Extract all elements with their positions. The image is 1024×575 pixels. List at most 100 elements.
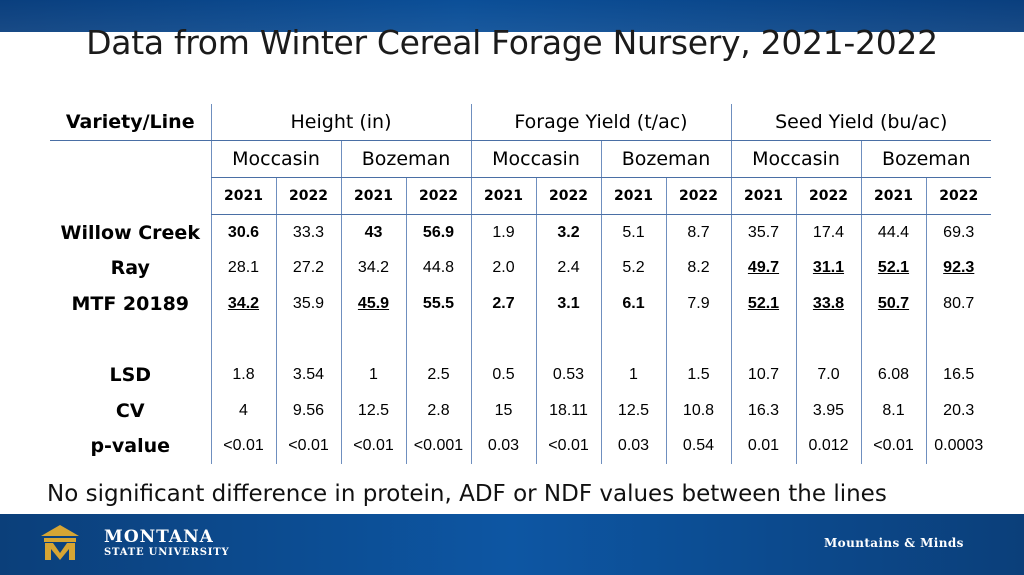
table-cell: 17.4 [795, 214, 861, 251]
table-cell-value: 56.9 [422, 223, 455, 241]
empty-cell [405, 321, 471, 358]
table-cell-value: 50.7 [877, 294, 910, 312]
table-cell-value: 33.3 [292, 223, 325, 241]
table-cell: 31.1 [795, 250, 861, 286]
footer-banner [0, 514, 1024, 575]
table-cell-value: 3.2 [557, 223, 580, 241]
table-cell-value: 44.4 [877, 223, 910, 241]
year-header: 2022 [535, 177, 601, 215]
table-cell: 7.9 [665, 286, 731, 322]
table-cell-value: 55.5 [422, 294, 455, 312]
table-row: MTF 20189 34.2 35.9 45.9 55.5 2.7 3.1 6.1 7.9 52.… [50, 286, 991, 322]
table-cell: 44.8 [405, 250, 471, 286]
logo-line-2: STATE UNIVERSITY [104, 547, 230, 558]
table-cell: 5.1 [600, 214, 666, 251]
empty-cell [470, 321, 536, 358]
table-cell-value: 27.2 [292, 259, 325, 277]
table-cell: 28.1 [210, 250, 276, 286]
table-cell-value: 8.7 [687, 223, 710, 241]
university-logo-text: MONTANA STATE UNIVERSITY [104, 528, 229, 559]
stats-cell: 15 [470, 393, 536, 429]
stats-cell: 20.3 [925, 393, 991, 429]
table-cell: 34.2 [340, 250, 406, 286]
empty-cell [340, 321, 406, 358]
table-cell: 49.7 [730, 250, 796, 286]
table-cell-value: 69.3 [943, 223, 975, 241]
table-cell: 56.9 [405, 214, 471, 251]
table-cell-value: 3.1 [557, 294, 580, 312]
stats-cell: 0.012 [795, 428, 861, 464]
year-header: 2022 [925, 177, 991, 215]
stats-cell: 1 [600, 357, 666, 393]
table-cell: 33.8 [795, 286, 861, 322]
stats-cell: 0.01 [730, 428, 796, 464]
stats-cell: 2.5 [405, 357, 471, 393]
footnote: No significant difference in protein, AD… [47, 481, 887, 507]
table-cell-value: 31.1 [812, 259, 845, 277]
location-header: Bozeman [600, 140, 731, 178]
table-cell: 8.7 [665, 214, 731, 251]
top-banner [0, 0, 1024, 32]
empty-cell [50, 141, 211, 178]
table-cell-value: 2.4 [557, 259, 580, 277]
table-cell-value: 17.4 [812, 223, 845, 241]
table-cell: 3.1 [535, 286, 601, 322]
empty-cell [50, 322, 211, 358]
group-header-seed-yield: Seed Yield (bu/ac) [730, 104, 991, 141]
tagline: Mountains & Minds [824, 536, 964, 550]
table-cell: 1.9 [470, 214, 536, 251]
stats-cell: 10.7 [730, 357, 796, 393]
stats-cell: 12.5 [600, 393, 666, 429]
stats-label: p-value [90, 435, 171, 458]
empty-cell [275, 321, 341, 358]
table-cell-value: 7.9 [687, 294, 710, 312]
stats-row: p-value <0.01 <0.01 <0.01 <0.001 0.03 <0.01 0.0… [50, 428, 991, 464]
empty-cell [860, 321, 926, 358]
row-label: MTF 20189 [71, 292, 190, 315]
slide-title: Data from Winter Cereal Forage Nursery, … [86, 23, 938, 62]
empty-cell [665, 321, 731, 358]
stats-cell: 1.5 [665, 357, 731, 393]
table-cell: 35.7 [730, 214, 796, 251]
stats-cell: <0.01 [535, 428, 601, 464]
stats-row: CV 4 9.56 12.5 2.8 15 18.11 12.5 10.8 16.3 3.95 8.1… [50, 393, 991, 429]
stats-cell: <0.01 [210, 428, 276, 464]
year-header: 2021 [210, 177, 276, 215]
empty-cell [795, 321, 861, 358]
empty-cell [210, 321, 276, 358]
table-cell-value: 8.2 [687, 259, 710, 277]
table-cell: 43 [340, 214, 406, 251]
table-cell-value: 49.7 [747, 259, 780, 277]
table-cell: 45.9 [340, 286, 406, 322]
stats-cell: <0.01 [860, 428, 926, 464]
year-header: 2022 [275, 177, 341, 215]
stats-cell: 0.53 [535, 357, 601, 393]
table-cell-value: 2.0 [492, 259, 515, 277]
table-cell: 6.1 [600, 286, 666, 322]
table-cell-value: 80.7 [943, 294, 975, 312]
table-cell: 52.1 [730, 286, 796, 322]
table-cell: 2.7 [470, 286, 536, 322]
empty-cell [50, 178, 211, 215]
year-header: 2021 [600, 177, 666, 215]
table-cell-value: 45.9 [357, 294, 390, 312]
table-cell-value: 92.3 [943, 259, 975, 277]
table-cell-value: 2.7 [492, 294, 515, 312]
logo-line-1: MONTANA [104, 527, 214, 547]
table-cell: 30.6 [210, 214, 276, 251]
year-header: 2021 [730, 177, 796, 215]
variety-header: Variety/Line [50, 104, 211, 141]
table-cell: 69.3 [925, 214, 991, 251]
table-cell-value: 52.1 [877, 259, 910, 277]
stats-cell: 3.54 [275, 357, 341, 393]
year-header: 2022 [405, 177, 471, 215]
location-header-row: Moccasin Bozeman Moccasin Bozeman Moccas… [50, 140, 991, 178]
table-cell-value: 28.1 [227, 259, 260, 277]
table-row: Willow Creek 30.6 33.3 43 56.9 1.9 3.2 5.1 8.7 35… [50, 214, 991, 251]
table-cell-value: 34.2 [357, 259, 390, 277]
table-cell: 44.4 [860, 214, 926, 251]
table-cell-value: 34.2 [227, 294, 260, 312]
stats-label: CV [115, 399, 145, 422]
table-cell: 27.2 [275, 250, 341, 286]
table-cell-value: 52.1 [747, 294, 780, 312]
